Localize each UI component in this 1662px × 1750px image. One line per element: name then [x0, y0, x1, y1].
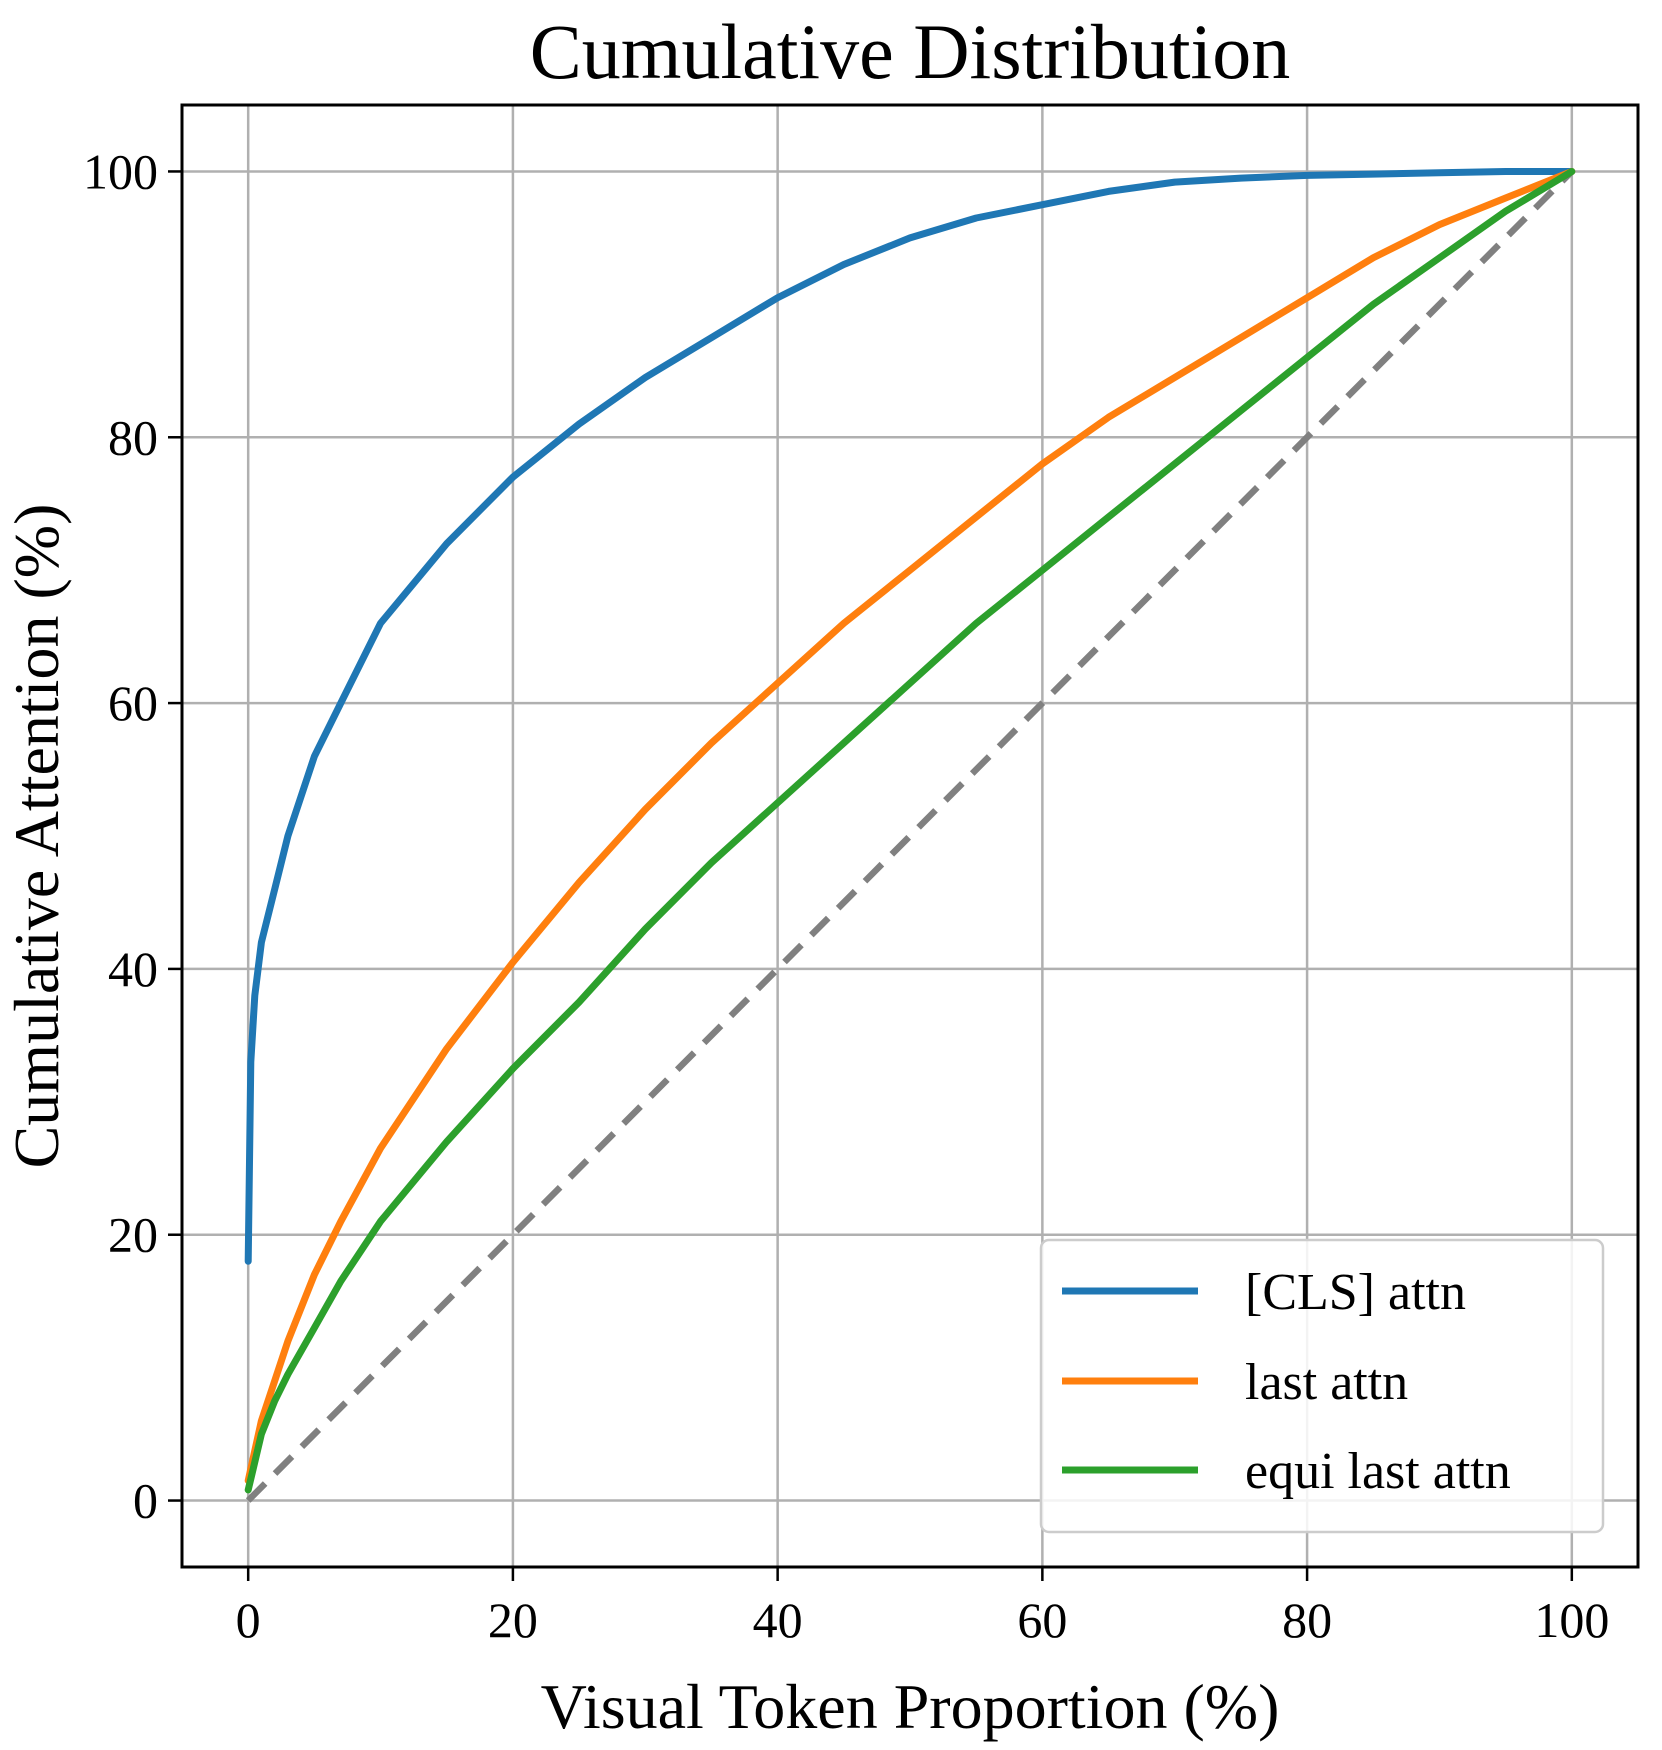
axis-ticks: 0 20 40 60 80 100 0 20 40 60 80 100: [83, 143, 1609, 1648]
chart-title: Cumulative Distribution: [530, 8, 1290, 95]
x-axis-label: Visual Token Proportion (%): [541, 1671, 1280, 1742]
x-tick-label: 20: [488, 1592, 538, 1648]
y-tick-label: 20: [108, 1207, 158, 1263]
legend-label-cls-attn: [CLS] attn: [1245, 1264, 1466, 1321]
y-tick-label: 60: [108, 675, 158, 731]
series-line-last-attn: [244, 168, 1576, 1485]
plot-frame: [180, 103, 1640, 1569]
y-axis-label: Cumulative Attention (%): [1, 504, 72, 1169]
y-tick-label: 80: [108, 409, 158, 465]
x-tick-label: 60: [1017, 1592, 1067, 1648]
x-tick-label: 0: [236, 1592, 261, 1648]
reference-line-layer: [245, 169, 1575, 1503]
series-line-cls-attn: [244, 168, 1576, 1265]
legend-box: [1039, 1238, 1605, 1534]
grid: [182, 105, 1638, 1567]
x-tick-label: 80: [1282, 1592, 1332, 1648]
legend: [CLS] attn last attn equi last attn: [1039, 1238, 1605, 1534]
x-tick-label: 100: [1534, 1592, 1609, 1648]
series-line-equi-last-attn: [244, 168, 1576, 1494]
legend-label-last-attn: last attn: [1245, 1354, 1408, 1411]
legend-label-equi-last-attn: equi last attn: [1245, 1443, 1511, 1500]
x-tick-label: 40: [753, 1592, 803, 1648]
series-line-reference: [245, 169, 1575, 1503]
y-tick-label: 0: [133, 1473, 158, 1529]
series-layer: [244, 168, 1576, 1494]
y-tick-label: 100: [83, 143, 158, 199]
y-tick-label: 40: [108, 941, 158, 997]
